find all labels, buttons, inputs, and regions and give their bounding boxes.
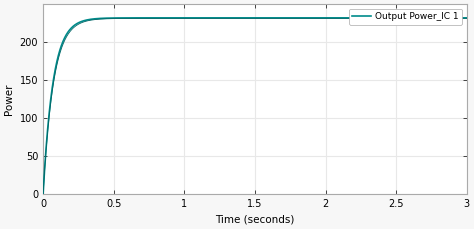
Output Power_IC 1: [356, 16, 362, 19]
Output Power_IC 1: [294, 16, 300, 19]
Y-axis label: Power: Power: [4, 84, 14, 115]
Output Power_IC 1: [117, 16, 123, 19]
X-axis label: Time (seconds): Time (seconds): [215, 215, 295, 225]
Output Power_IC 1: [464, 16, 470, 19]
Output Power_IC 1: [389, 16, 394, 19]
Legend: Output Power_IC 1: Output Power_IC 1: [349, 9, 462, 25]
Output Power_IC 1: [40, 193, 46, 196]
Output Power_IC 1: [410, 16, 416, 19]
Output Power_IC 1: [316, 16, 321, 19]
Line: Output Power_IC 1: Output Power_IC 1: [43, 18, 467, 194]
Output Power_IC 1: [202, 16, 208, 19]
